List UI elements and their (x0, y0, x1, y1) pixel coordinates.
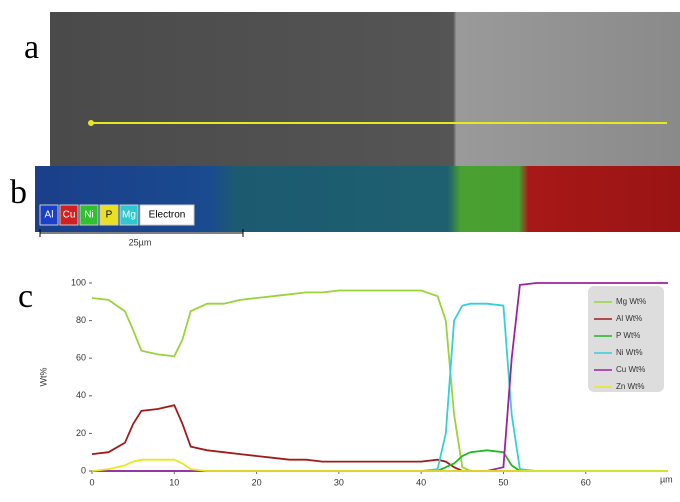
y-tick-label: 80 (76, 315, 86, 325)
legend-box (588, 286, 664, 392)
legend-chip-label: Electron (149, 210, 186, 221)
panel-label: c (18, 278, 33, 315)
x-tick-label: 10 (169, 477, 179, 487)
legend-label: Cu Wt% (616, 365, 645, 374)
panel-label: b (10, 174, 27, 211)
scale-label: 25µm (129, 237, 152, 247)
series-line (91, 289, 668, 472)
legend-chip-label: Mg (122, 210, 136, 221)
legend-chip (59, 204, 79, 226)
legend-label: Mg Wt% (616, 297, 646, 306)
x-tick-label: 40 (416, 477, 426, 487)
legend-label: Ni Wt% (616, 348, 643, 357)
legend-chip (139, 204, 195, 226)
y-axis-label: Wt% (38, 368, 48, 387)
x-tick-label: 50 (498, 477, 508, 487)
x-tick-label: 30 (334, 477, 344, 487)
legend-chip-label: P (106, 210, 113, 221)
y-tick-label: 60 (76, 353, 86, 363)
sem-image (50, 12, 680, 166)
y-tick-label: 100 (71, 277, 86, 287)
legend-label: P Wt% (616, 331, 640, 340)
legend-chip-label: Ni (84, 210, 93, 221)
y-tick-label: 0 (81, 465, 86, 475)
x-tick-label: 20 (252, 477, 262, 487)
legend-chip (79, 204, 99, 226)
legend-chip-label: Cu (63, 210, 76, 221)
scan-start (88, 120, 94, 126)
legend-label: Zn Wt% (616, 382, 644, 391)
y-tick-label: 20 (76, 428, 86, 438)
legend-label: Al Wt% (616, 314, 642, 323)
legend-chip-label: Al (45, 210, 54, 221)
legend-chip (99, 204, 119, 226)
x-axis-label: µm (660, 474, 673, 484)
x-tick-label: 0 (89, 477, 94, 487)
series-line (91, 458, 668, 472)
legend-chip (39, 204, 59, 226)
legend-chip (119, 204, 139, 226)
panel-label: a (24, 29, 39, 66)
x-tick-label: 60 (581, 477, 591, 487)
series-line (92, 282, 668, 472)
series-line (92, 302, 668, 472)
y-tick-label: 40 (76, 390, 86, 400)
